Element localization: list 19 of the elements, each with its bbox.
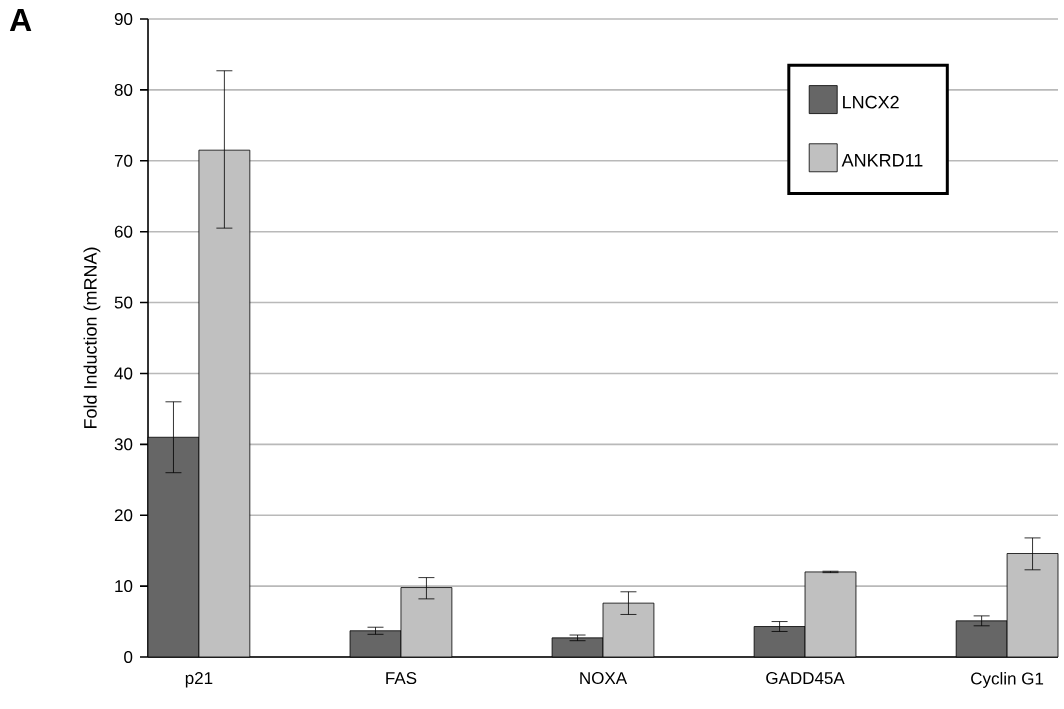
x-tick-label: Cyclin G1	[971, 672, 1044, 688]
y-tick-label: 40	[114, 367, 133, 380]
legend-label: LNCX2	[843, 95, 899, 109]
y-tick-label: 20	[114, 509, 133, 522]
y-tick-label: 80	[114, 83, 133, 96]
y-tick-label: 30	[114, 438, 133, 451]
y-tick-label: 70	[114, 154, 133, 167]
y-tick-label: 10	[115, 580, 133, 593]
y-tick-label: 90	[114, 13, 133, 26]
x-tick-label: FAS	[386, 672, 417, 685]
text: A	[9, 9, 32, 32]
y-tick-label: 50	[114, 296, 133, 309]
legend-label: ANKRD11	[841, 154, 923, 167]
y-axis-title: Fold Induction (mRNA)	[83, 247, 101, 429]
y-tick-label: 60	[114, 225, 133, 238]
x-tick-label: NOXA	[580, 672, 628, 685]
y-tick-label: 0	[124, 651, 133, 664]
x-tick-label: GADD45A	[766, 672, 845, 685]
x-tick-label: p21	[185, 672, 213, 688]
